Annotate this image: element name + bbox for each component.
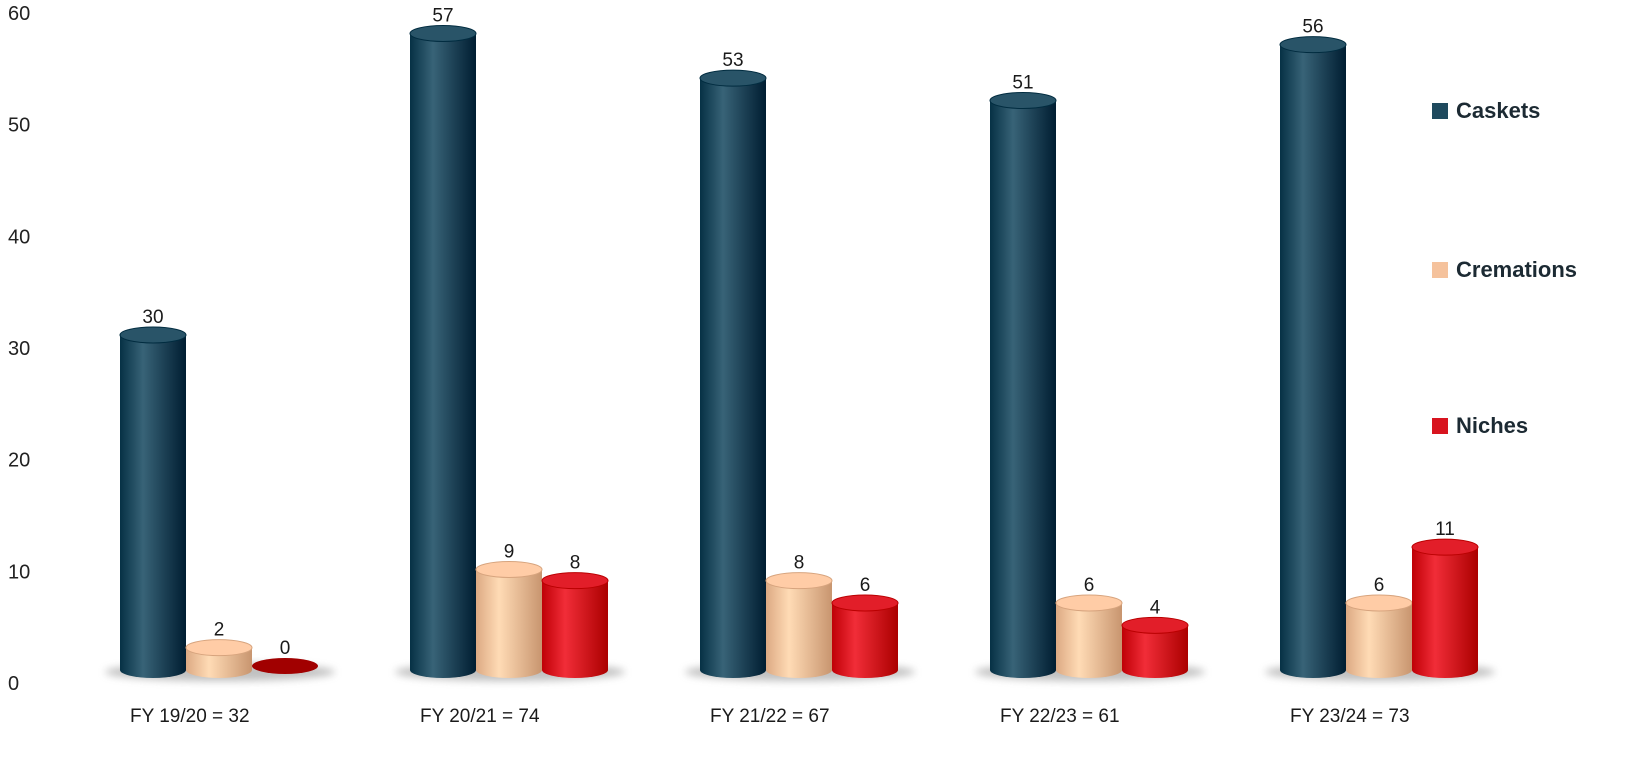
data-label: 57 bbox=[432, 6, 453, 27]
bar-cremations-2 bbox=[765, 572, 833, 678]
bar-top bbox=[541, 572, 609, 590]
bar-flat bbox=[252, 658, 318, 674]
bar-top bbox=[1411, 538, 1479, 556]
data-label: 30 bbox=[142, 307, 163, 328]
legend-swatch bbox=[1432, 418, 1448, 434]
x-tick-label: FY 22/23 = 61 bbox=[1000, 706, 1120, 727]
bar-caskets-3 bbox=[989, 92, 1057, 678]
y-tick-label: 20 bbox=[8, 450, 30, 472]
data-label: 51 bbox=[1012, 73, 1033, 94]
bar-top bbox=[765, 572, 833, 590]
bar-body bbox=[832, 603, 898, 678]
bar-top bbox=[1345, 594, 1413, 612]
y-tick-label: 0 bbox=[8, 673, 19, 695]
bar-top bbox=[989, 92, 1057, 109]
bar-body bbox=[542, 580, 608, 678]
data-label: 4 bbox=[1150, 597, 1161, 618]
y-tick-label: 60 bbox=[8, 3, 30, 25]
bar-body bbox=[410, 33, 476, 678]
legend-swatch bbox=[1432, 103, 1448, 119]
bar-cremations-0 bbox=[185, 639, 253, 678]
x-tick-label: FY 20/21 = 74 bbox=[420, 706, 540, 727]
data-label: 2 bbox=[214, 620, 225, 641]
y-tick-label: 10 bbox=[8, 561, 30, 583]
legend-item-cremations: Cremations bbox=[1432, 257, 1577, 283]
data-label: 9 bbox=[504, 542, 515, 563]
bar-top bbox=[1121, 616, 1189, 634]
bar-niches-2 bbox=[831, 594, 899, 678]
data-label: 53 bbox=[722, 50, 743, 71]
data-label: 8 bbox=[570, 553, 581, 574]
bar-body bbox=[186, 647, 252, 678]
bar-niches-3 bbox=[1121, 616, 1189, 678]
bar-body bbox=[990, 100, 1056, 678]
x-tick-label: FY 21/22 = 67 bbox=[710, 706, 830, 727]
bar-body bbox=[1056, 603, 1122, 678]
bar-body bbox=[1280, 44, 1346, 678]
bar-niches-4 bbox=[1411, 538, 1479, 678]
bar-top bbox=[699, 69, 767, 87]
data-label: 0 bbox=[280, 638, 291, 659]
bar-cremations-1 bbox=[475, 561, 543, 678]
data-label: 6 bbox=[1374, 575, 1385, 596]
bar-caskets-1 bbox=[409, 25, 477, 678]
bar-body bbox=[1122, 625, 1188, 678]
bar-top bbox=[185, 639, 253, 657]
legend-label: Niches bbox=[1456, 413, 1529, 438]
bar-body bbox=[1412, 547, 1478, 678]
data-label: 6 bbox=[860, 575, 871, 596]
bar-body bbox=[700, 78, 766, 678]
bar-body bbox=[766, 580, 832, 678]
bar-body bbox=[476, 569, 542, 678]
bar-body bbox=[1346, 603, 1412, 678]
legend-label: Caskets bbox=[1456, 98, 1541, 123]
data-label: 8 bbox=[794, 553, 805, 574]
bar-cremations-4 bbox=[1345, 594, 1413, 678]
bar-top bbox=[1055, 594, 1123, 612]
bar-body bbox=[120, 335, 186, 678]
legend-label: Cremations bbox=[1456, 257, 1578, 282]
bar-top bbox=[475, 561, 543, 578]
bar-niches-1 bbox=[541, 572, 609, 678]
legend-item-niches: Niches bbox=[1432, 413, 1528, 439]
y-tick-label: 50 bbox=[8, 115, 30, 137]
y-tick-label: 40 bbox=[8, 226, 30, 248]
x-tick-label: FY 19/20 = 32 bbox=[130, 706, 250, 727]
legend-item-caskets: Caskets bbox=[1432, 98, 1540, 124]
bar-caskets-0 bbox=[119, 326, 187, 678]
x-tick-label: FY 23/24 = 73 bbox=[1290, 706, 1410, 727]
bar-cremations-3 bbox=[1055, 594, 1123, 678]
bar-top bbox=[119, 326, 187, 344]
bar-top bbox=[409, 25, 477, 42]
data-label: 6 bbox=[1084, 575, 1095, 596]
bar-top bbox=[1279, 36, 1347, 54]
y-tick-label: 30 bbox=[8, 338, 30, 360]
data-label: 11 bbox=[1435, 519, 1455, 540]
data-label: 56 bbox=[1302, 17, 1323, 38]
bar-top bbox=[831, 594, 899, 612]
bar-niches-0 bbox=[252, 658, 318, 674]
bar-caskets-2 bbox=[699, 69, 767, 678]
legend-swatch bbox=[1432, 262, 1448, 278]
bar-caskets-4 bbox=[1279, 36, 1347, 678]
